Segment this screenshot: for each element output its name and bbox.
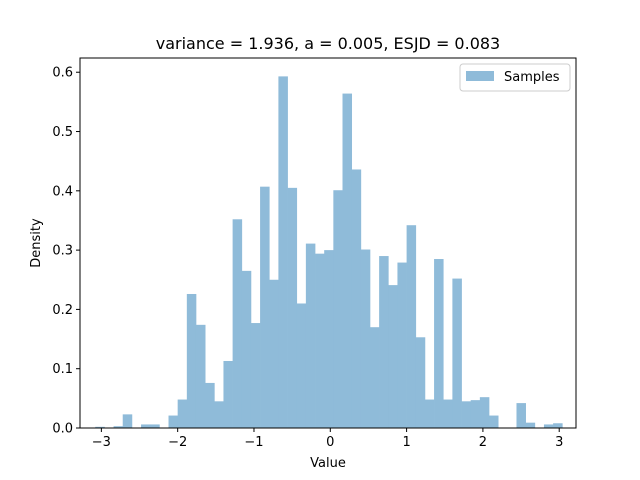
histogram-bar (415, 337, 426, 428)
histogram-bar (452, 278, 462, 428)
histogram-bar (479, 397, 490, 428)
x-tick-label: 0 (326, 435, 334, 450)
histogram-bar (260, 186, 270, 428)
histogram-bar (342, 93, 353, 429)
histogram-bar (95, 426, 105, 428)
histogram-bar (205, 382, 215, 428)
histogram-bar (250, 323, 261, 428)
y-axis-label: Density (29, 218, 44, 268)
y-tick-label: 0.6 (52, 66, 73, 81)
histogram-bar (223, 360, 233, 428)
histogram-bar (406, 225, 417, 428)
x-tick-label: −2 (168, 435, 187, 450)
histogram-bar (324, 250, 334, 428)
histogram-bar (525, 422, 536, 428)
y-tick-label: 0.3 (52, 244, 73, 259)
y-tick-label: 0.5 (52, 125, 73, 140)
histogram-bar (195, 324, 206, 428)
histogram-bar (489, 415, 499, 428)
histogram-bar (113, 426, 124, 428)
histogram-bar (516, 403, 526, 428)
histogram-bar (443, 399, 453, 428)
histogram-bar (287, 187, 298, 428)
histogram-bar (214, 401, 224, 428)
histogram-bar (397, 262, 407, 428)
y-tick-label: 0.4 (52, 184, 73, 199)
histogram-bar (461, 401, 472, 428)
histogram-bar (269, 279, 279, 428)
y-tick-label: 0.2 (52, 303, 73, 318)
histogram-bar (150, 424, 160, 428)
x-tick-label: −3 (92, 435, 111, 450)
x-axis-label: Value (310, 456, 346, 471)
histogram-bar (553, 423, 563, 428)
x-axis-ticks: −3 −2 −1 0 1 2 3 (92, 428, 563, 450)
legend-label: Samples (504, 70, 560, 85)
histogram-bar (232, 219, 243, 428)
histogram-bar (141, 424, 151, 428)
histogram-bar (296, 303, 307, 428)
histogram-bar (543, 424, 554, 428)
y-tick-label: 0.0 (52, 422, 73, 437)
histogram-bar (241, 270, 252, 428)
x-tick-label: −1 (244, 435, 263, 450)
histogram-bar (168, 415, 179, 428)
histogram-bar (177, 399, 188, 428)
histogram-bar (369, 327, 380, 428)
histogram-bar (360, 249, 371, 428)
plot-frame (79, 57, 577, 429)
x-tick-label: 3 (555, 435, 563, 450)
legend-swatch (466, 71, 494, 81)
bars-group (95, 76, 563, 429)
histogram-bar (315, 253, 325, 428)
histogram-bar (186, 293, 197, 428)
histogram-bar (333, 190, 343, 428)
histogram-bar (388, 285, 398, 428)
x-tick-label: 1 (402, 435, 410, 450)
histogram-bar (470, 400, 481, 428)
histogram-bar (424, 399, 435, 428)
legend-box (459, 63, 571, 92)
x-tick-label: 2 (479, 435, 487, 450)
legend: Samples (459, 63, 571, 92)
histogram-bar (122, 414, 133, 428)
histogram-bar (434, 259, 444, 428)
histogram-bar (351, 169, 362, 428)
y-tick-label: 0.1 (52, 362, 73, 377)
histogram-bar (305, 243, 316, 428)
histogram-bar (278, 76, 288, 428)
histogram-bar (379, 256, 389, 428)
chart-title: variance = 1.936, a = 0.005, ESJD = 0.08… (156, 34, 500, 53)
y-axis-ticks: 0.0 0.1 0.2 0.3 0.4 0.5 0.6 (52, 66, 80, 437)
